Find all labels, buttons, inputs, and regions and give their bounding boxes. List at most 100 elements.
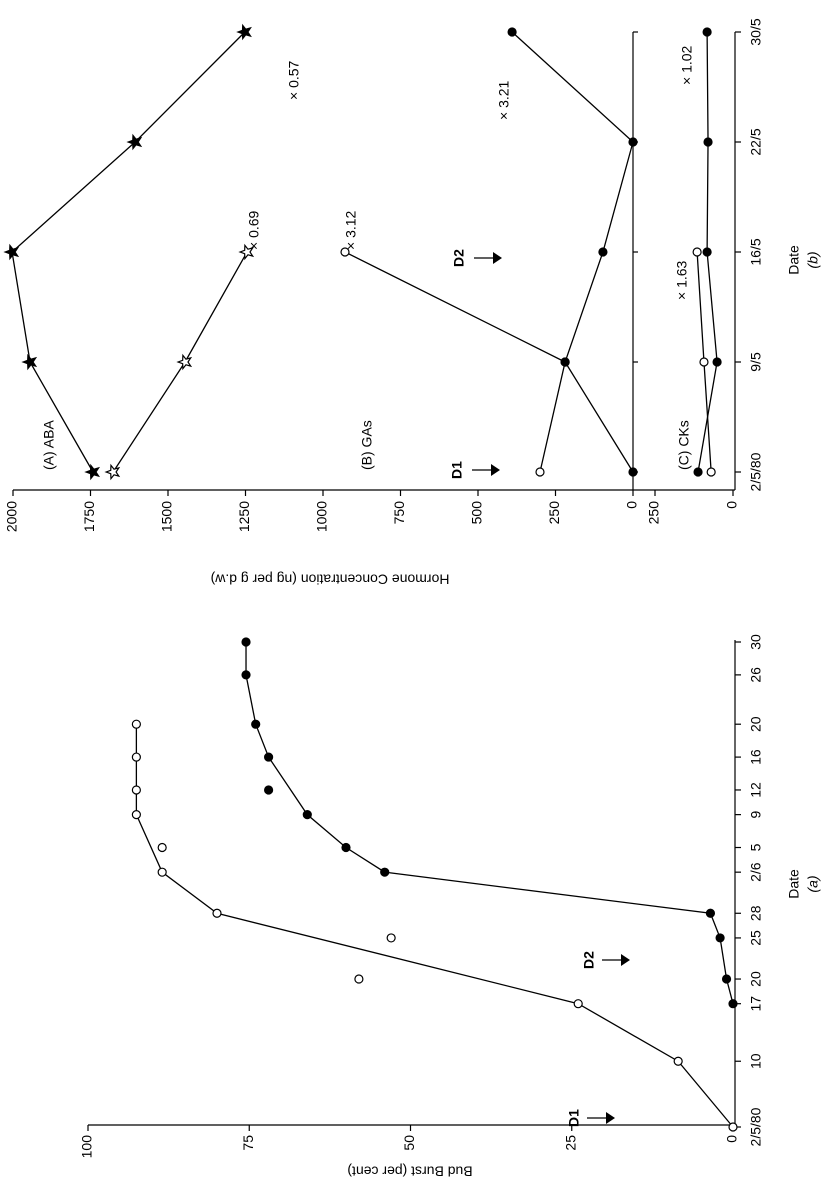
annotation: D2 [581,951,597,969]
x-tick-label: 28 [748,905,764,921]
star-marker [126,133,143,151]
x-tick-label: 9/5 [748,352,764,372]
circle-marker [628,137,638,147]
y-tick-label: 1250 [236,501,252,532]
star-marker [176,353,193,371]
circle-marker [598,247,608,257]
x-tick-label: 17 [748,996,764,1012]
x-tick-label: 10 [748,1053,764,1069]
x-tick-label: 26 [748,667,764,683]
caption: (b) [805,251,821,268]
circle-marker [340,247,350,257]
circle-marker [715,933,725,943]
x-tick-label: 2/5/80 [748,1107,764,1146]
y-tick-label: 1000 [314,501,330,532]
circle-marker [131,785,141,795]
circle-marker [535,467,545,477]
y-tick-label: 50 [401,1135,417,1151]
x-tick-label: 16/5 [748,238,764,265]
arrow-head [621,954,630,966]
star-marker [3,243,20,261]
circle-marker [702,27,712,37]
circle-marker [573,999,583,1009]
circle-marker [131,810,141,820]
circle-marker [703,137,713,147]
x-axis-title: Date [786,869,802,899]
star-marker [238,243,255,261]
circle-marker [380,867,390,877]
x-tick-label: 5 [748,843,764,851]
x-tick-label: 2/5/80 [748,452,764,491]
x-tick-label: 9 [748,811,764,819]
x-tick-label: 22/5 [748,128,764,155]
circle-marker [264,752,274,762]
series-line [344,251,566,473]
y-tick-label: 0 [724,1135,740,1143]
annotation: × 0.57 [286,60,302,100]
y-tick-label: 100 [79,1135,95,1159]
arrow-head [493,252,502,264]
circle-marker [705,908,716,918]
star-marker [84,463,101,481]
circle-marker [628,467,638,477]
y-tick-label: 25 [562,1135,578,1151]
y-tick-label: 75 [240,1135,256,1151]
circle-marker [728,1122,738,1132]
circle-marker [693,467,703,477]
circle-marker [560,357,570,367]
circle-marker [302,810,312,820]
circle-marker [699,357,709,367]
circle-marker [341,842,351,853]
annotation: × 0.69 [246,210,262,250]
circle-marker [673,1056,683,1066]
circle-marker [702,247,712,257]
x-tick-label: 30/5 [748,18,764,45]
y-tick-label: 750 [391,501,407,525]
series-line [11,31,246,473]
star-marker [236,23,252,41]
rotated-figure: 0 25 50 75 100 2/5/80 10 17 20 25 28 2/6 5 9 12 16 20 26 3… [3,18,821,1179]
circle-marker [692,247,702,257]
y-tick-label: 2000 [4,501,20,532]
x-axis-title: Date [786,245,802,275]
caption: (a) [805,875,821,892]
x-tick-label: 25 [748,930,764,946]
circle-marker [131,752,141,762]
series-line [511,31,634,473]
y2-tick-label: 0 [724,501,740,509]
x-tick-label: 16 [748,749,764,765]
annotation: (A) ABA [41,420,57,470]
circle-marker [241,670,251,680]
y-tick-label: 500 [469,501,485,525]
annotation: × 3.12 [343,210,359,250]
circle-marker [712,357,722,367]
y2-tick-label: 250 [646,501,662,525]
annotation: (C) CKs [676,420,692,470]
annotation: (B) GAs [359,420,375,470]
annotation: × 1.02 [679,45,695,85]
circle-marker [728,999,738,1009]
y-axis-title: Hormone Concentration (ng per g d.w) [211,571,450,587]
circle-marker [721,974,732,984]
x-tick-label: 20 [748,971,764,987]
x-tick-label: 30 [748,634,764,650]
circle-marker [354,974,364,984]
circle-marker [131,719,141,729]
arrow-head [491,464,500,476]
circle-marker [706,467,716,477]
annotation: × 3.21 [496,80,512,120]
star-marker [104,463,121,481]
circle-marker [157,842,167,853]
circle-marker [264,785,274,795]
arrow-head [606,1112,615,1124]
annotation: D1 [449,461,465,479]
circle-marker [386,933,396,943]
series-line [135,724,734,1128]
circle-marker [251,719,261,729]
x-tick-label: 2/6 [748,862,764,882]
circle-marker [212,908,222,918]
annotation: D1 [566,1109,582,1127]
circle-marker [241,637,251,647]
y-tick-label: 1500 [159,501,175,532]
